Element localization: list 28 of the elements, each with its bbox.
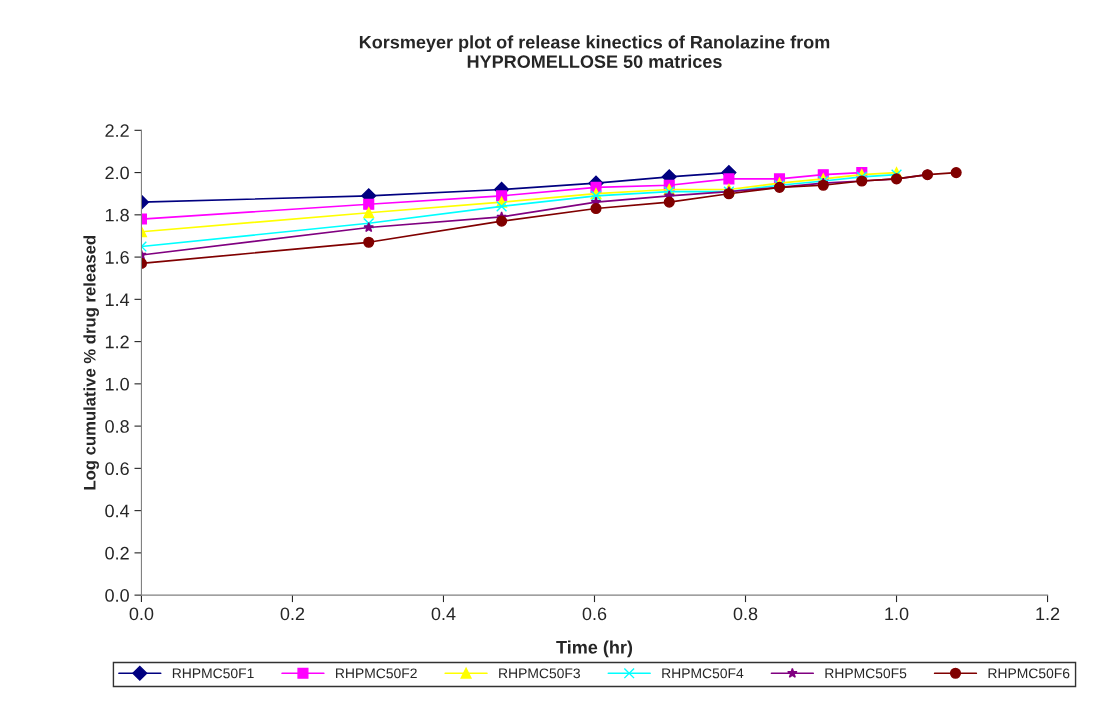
chart-title: Korsmeyer plot of release kinectics of Ranolazine from HYPROMELLOSE 50 matrices — [359, 35, 830, 68]
legend-label: RHPMC50F4 — [662, 668, 744, 679]
y-tick-label: 1.0 — [105, 377, 129, 391]
y-tick-label: 1.4 — [105, 293, 130, 306]
y-tick-label: 1.2 — [105, 335, 129, 349]
x-tick-label: 1.2 — [1036, 607, 1060, 621]
x-tick-label: 0.2 — [280, 607, 305, 621]
x-tick-label: 0.8 — [733, 607, 758, 621]
legend-label: RHPMC50F6 — [988, 668, 1070, 679]
y-tick-label: 0.0 — [105, 589, 129, 602]
y-tick-label: 1.8 — [105, 208, 129, 222]
x-axis-title: Time (hr) — [556, 640, 633, 658]
x-tick-label: 0.0 — [129, 607, 154, 621]
y-axis-title: Log cumulative % drug released — [83, 236, 99, 490]
y-tick-label: 2.0 — [105, 166, 129, 180]
y-tick-label: 2.2 — [105, 124, 129, 137]
legend-label: RHPMC50F2 — [336, 668, 417, 679]
x-tick-label: 1.0 — [885, 607, 909, 621]
x-tick-label: 0.4 — [431, 607, 456, 621]
y-tick-label: 0.6 — [105, 462, 129, 476]
y-tick-label: 1.6 — [105, 251, 129, 264]
y-tick-label: 0.4 — [105, 504, 130, 518]
legend-label: RHPMC50F1 — [172, 668, 254, 679]
legend-label: RHPMC50F5 — [825, 668, 907, 679]
y-tick-label: 0.8 — [105, 420, 129, 433]
x-tick-label: 0.6 — [582, 607, 607, 621]
y-tick-label: 0.2 — [105, 546, 129, 560]
legend-label: RHPMC50F3 — [499, 668, 580, 679]
